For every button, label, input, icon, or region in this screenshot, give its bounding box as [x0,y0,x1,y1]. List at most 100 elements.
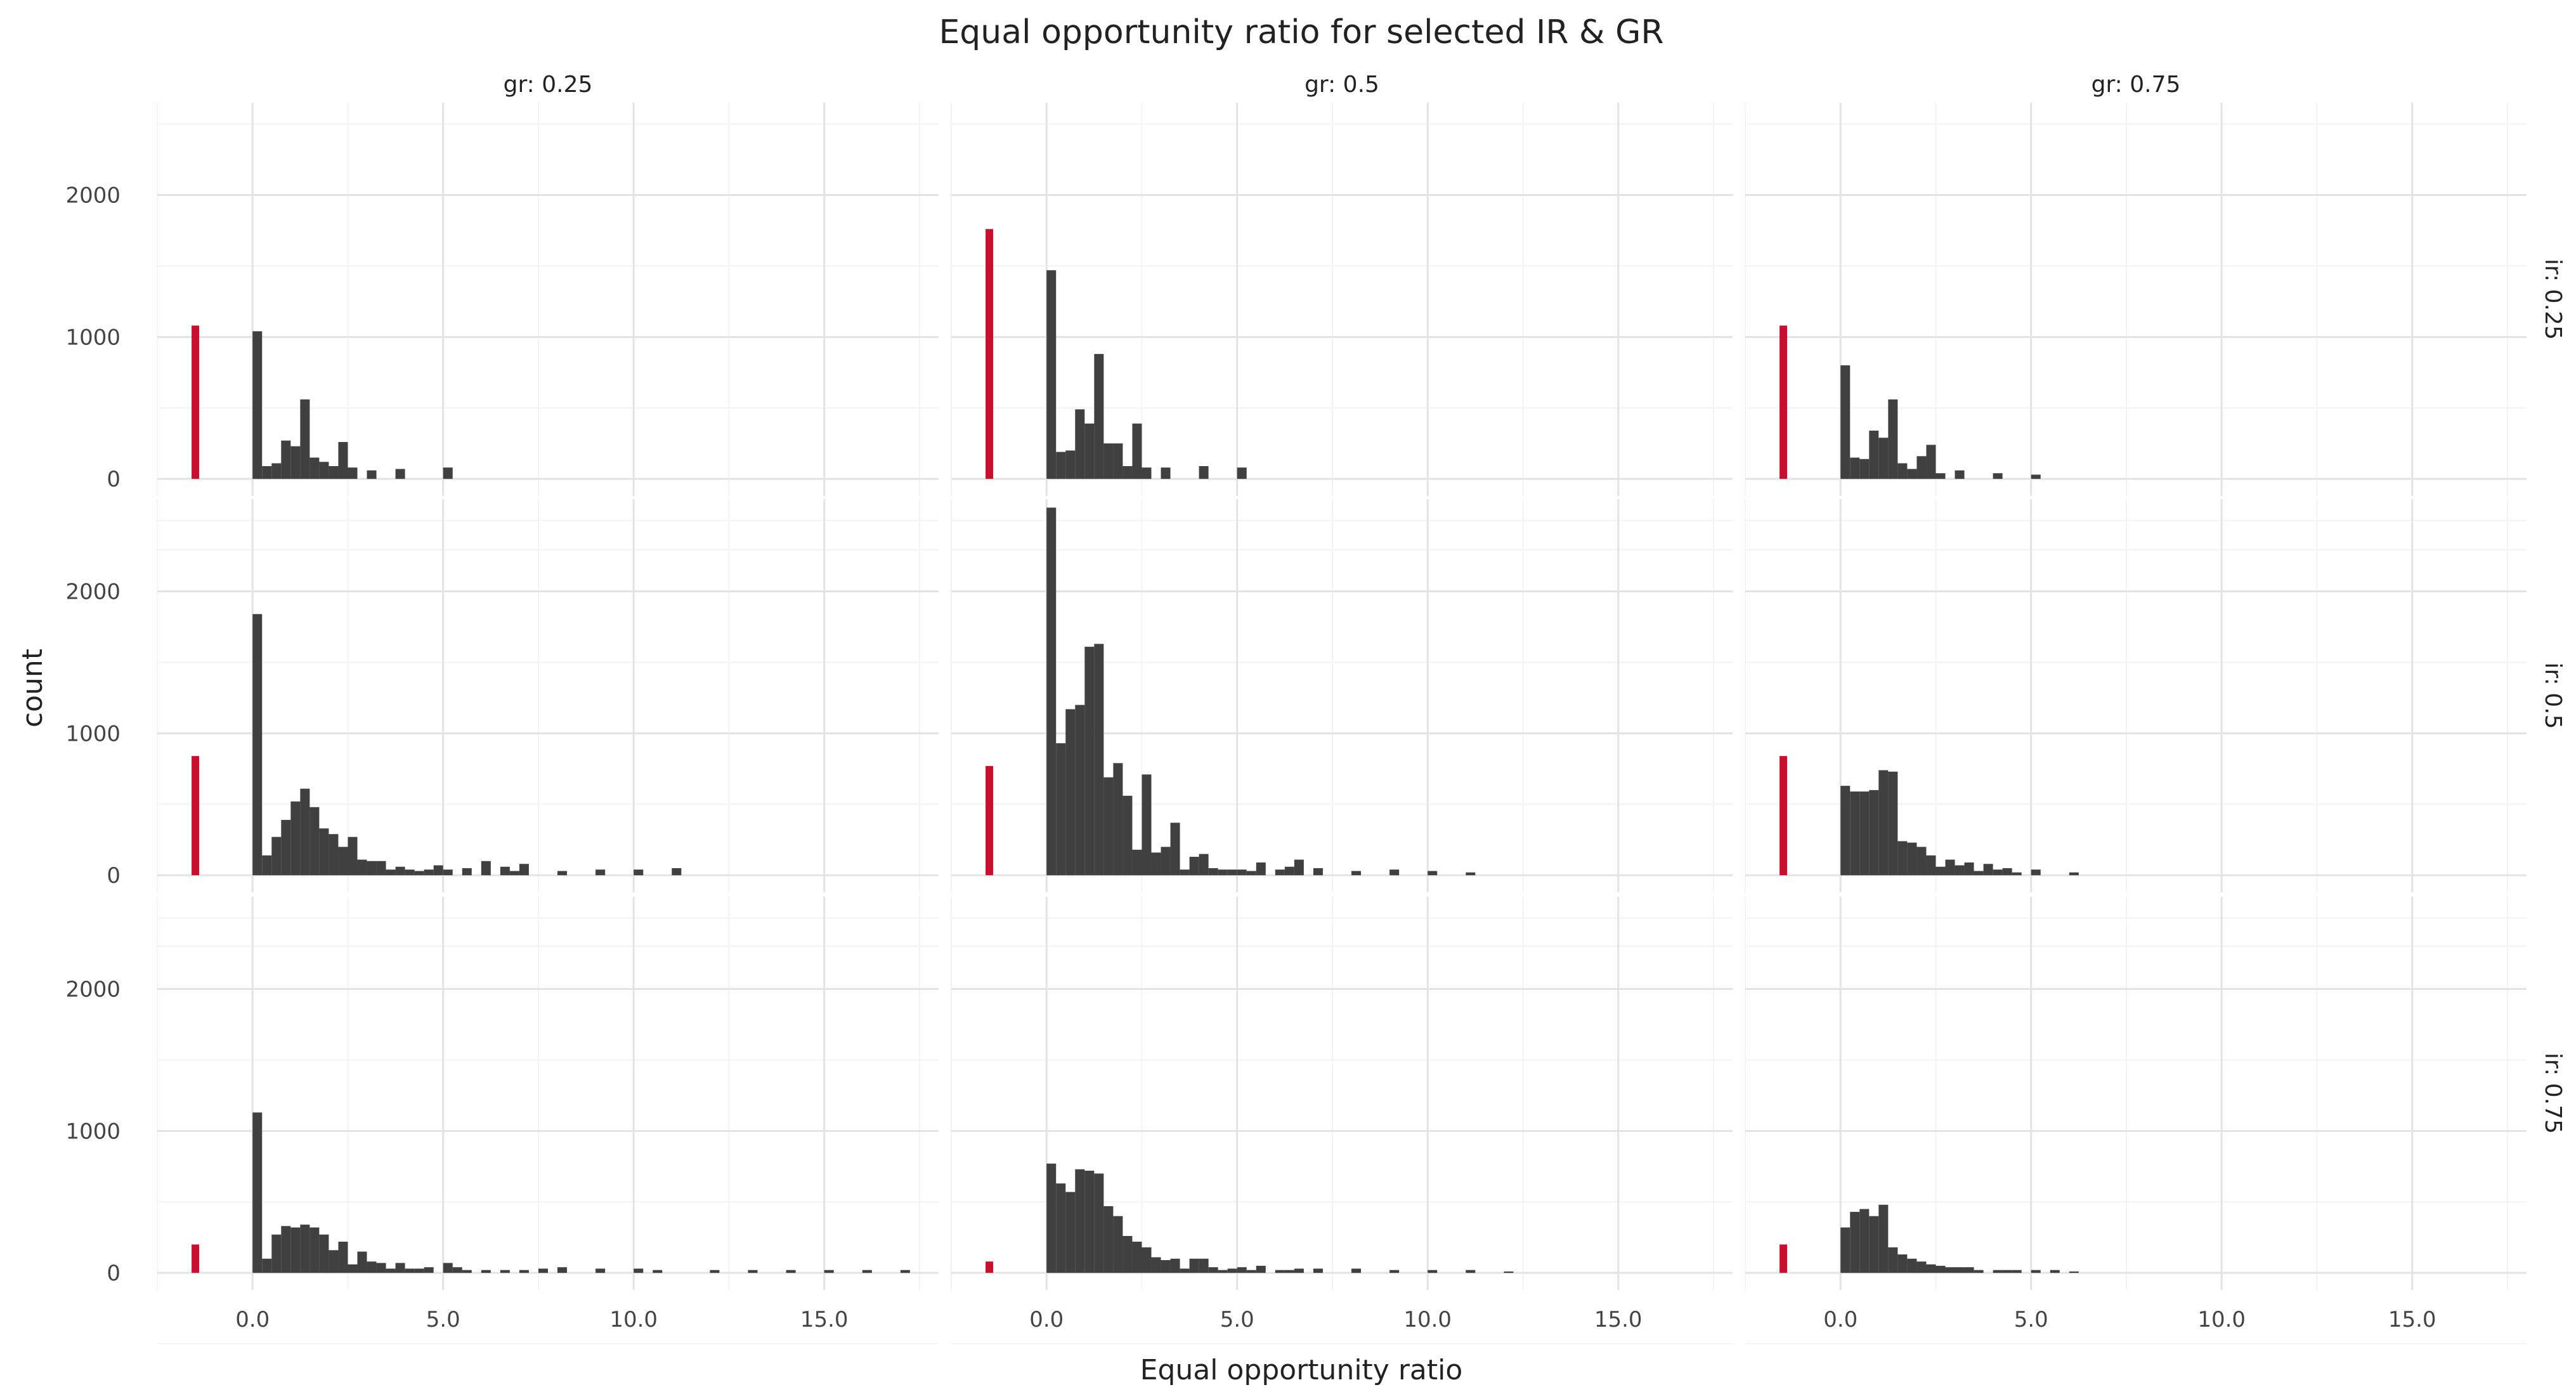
histogram-bar [500,1270,510,1273]
histogram-bar [367,1261,377,1273]
histogram-bar [2069,872,2079,876]
histogram-bar [1142,467,1152,479]
histogram-bar [271,836,282,876]
histogram-bar [1161,847,1171,876]
histogram-bar [1094,1173,1104,1273]
histogram-bar [1351,1268,1362,1273]
histogram-bar [309,807,320,876]
histogram-bar [1065,1192,1076,1273]
histogram-bar [1935,866,1946,876]
histogram-bar [481,1270,491,1273]
histogram-bar [376,1263,386,1273]
histogram-bar [348,836,358,876]
x-tick-label: 5.0 [426,1307,460,1332]
column-facet-label: gr: 0.75 [2091,72,2181,98]
histogram-bar [595,1268,606,1273]
histogram-bar [386,1268,396,1273]
histogram-bar [290,446,301,479]
histogram-bar [319,462,329,479]
histogram-bar [1075,705,1085,876]
histogram-bar [1840,365,1851,479]
highlight-bar [986,765,994,876]
facet-panel: gr: 0.75 ir: 0.25 [1745,72,2566,551]
histogram-bar [1132,423,1142,479]
facet-panel: gr: 0.5 [951,72,1733,551]
histogram-bar [1294,859,1304,876]
histogram-bar [1103,1206,1114,1273]
histogram-bar [557,871,568,876]
histogram-bar [2002,868,2012,876]
histogram-bar [309,1227,320,1273]
histogram-bar [1428,1270,1438,1273]
histogram-bar [424,1267,434,1273]
histogram-bar [1218,1270,1228,1273]
y-tick-label: 1000 [65,721,120,746]
histogram-bar [1974,871,1984,876]
histogram-bar [1466,872,1476,876]
histogram-bar [1237,467,1247,479]
row-facet-label: ir: 0.25 [2540,259,2566,340]
histogram-bar [1094,354,1104,479]
y-tick-label: 2000 [65,977,120,1002]
histogram-bar [281,440,291,479]
histogram-bar [1935,473,1946,479]
histogram-bar [1859,1209,1870,1273]
histogram-bar [1897,463,1908,479]
histogram-bar [357,1251,367,1273]
highlight-bar [986,1261,994,1273]
histogram-bar [443,869,453,876]
x-tick-label: 0.0 [1029,1307,1064,1332]
histogram-bar [710,1270,720,1273]
histogram-bar [262,855,272,876]
histogram-bar [367,861,377,876]
histogram-bar [1151,1257,1161,1273]
histogram-bar [252,614,263,876]
y-tick-label: 2000 [65,183,120,208]
histogram-bar [443,1263,453,1273]
x-tick-label: 5.0 [2014,1307,2048,1332]
histogram-bar [1840,1227,1851,1273]
histogram-bar [1504,1271,1514,1273]
histogram-bar [1237,1267,1247,1273]
histogram-bar [786,1270,796,1273]
histogram-bar [443,467,453,479]
histogram-bar [1389,869,1400,876]
histogram-bar [338,1241,348,1273]
histogram-bar [405,869,415,876]
histogram-bar [271,1234,282,1273]
histogram-bar [281,1226,291,1273]
histogram-bar [1389,1270,1400,1273]
histogram-bar [1113,1216,1123,1273]
histogram-bar [519,1270,529,1273]
histogram-bar [1075,1169,1085,1273]
histogram-bar [1075,409,1085,479]
histogram-bar [1916,1261,1927,1273]
histogram-bar [1878,1204,1889,1273]
histogram-bar [1132,849,1142,876]
facet-panel: ir: 0.5 [1745,499,2566,947]
row-facet-label: ir: 0.75 [2540,1053,2566,1134]
histogram-bar [509,871,519,876]
chart-title: Equal opportunity ratio for selected IR … [939,13,1663,51]
histogram-bar [1142,1247,1152,1273]
histogram-bar [1094,644,1104,876]
histogram-bar [329,465,339,479]
histogram-bar [1850,1211,1860,1273]
histogram-bar [424,869,434,876]
histogram-bar [1955,470,1965,479]
histogram-bar [300,399,310,479]
histogram-bar [1084,646,1095,876]
facet-panels: gr: 0.25 0 1000 2000 gr: 0.5 gr: 0.75 ir: 0.25… [65,72,2566,1345]
histogram-bar [414,1268,424,1273]
histogram-bar [1170,1258,1180,1273]
histogram-bar [395,1263,405,1273]
histogram-bar [1869,1216,1879,1273]
x-tick-label: 15.0 [1594,1307,1643,1332]
histogram-bar [1046,270,1057,479]
histogram-bar [1926,445,1936,479]
histogram-bar [281,819,291,876]
histogram-bar [1199,465,1209,479]
histogram-bar [1955,1267,1965,1273]
histogram-bar [405,1268,415,1273]
